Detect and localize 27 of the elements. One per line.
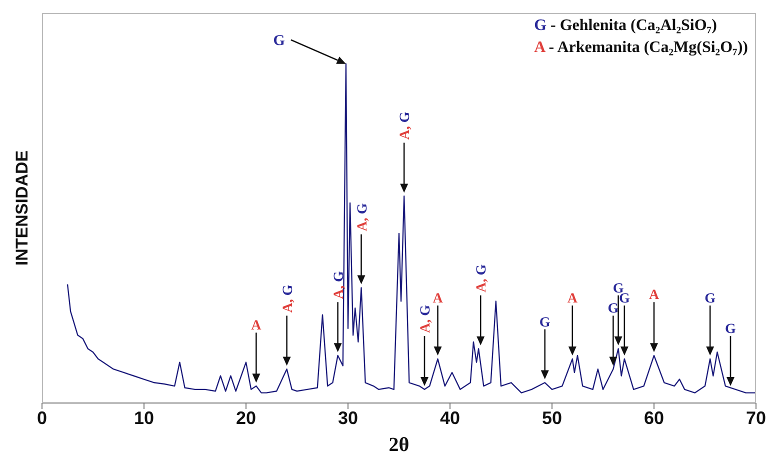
annotation: A — [432, 292, 444, 307]
annotation: G — [725, 322, 736, 338]
x-tick-label: 30 — [338, 408, 358, 428]
text: G - Gehlenita (Ca₂Al₂SiO₇) — [534, 17, 717, 34]
x-tick-label: 10 — [134, 408, 154, 428]
annotation: G — [618, 292, 630, 307]
annotation: A, G — [355, 203, 370, 232]
x-tick-label: 20 — [236, 408, 256, 428]
annotation: A, G — [280, 284, 296, 313]
x-tick-label: 70 — [746, 408, 766, 428]
annotation: A, G — [398, 112, 414, 140]
x-tick-label: 40 — [440, 408, 460, 428]
annotation: A, G — [418, 304, 434, 334]
annotation: G — [273, 32, 286, 49]
annotation: G — [539, 315, 550, 330]
annotation: A — [567, 292, 578, 307]
x-axis-title: 2θ — [388, 434, 410, 456]
annotation: G — [704, 292, 716, 307]
x-tick-label: 60 — [644, 408, 664, 428]
text: A - Arkemanita (Ca₂Mg(Si₂O₇)) — [534, 39, 748, 56]
annotation: A, G — [332, 271, 347, 300]
y-axis-title: INTENSIDADE — [13, 150, 33, 266]
annotation: A — [251, 318, 262, 334]
x-tick-label: 50 — [542, 408, 562, 428]
annotation: A — [648, 288, 660, 304]
x-tick-label: 0 — [36, 408, 48, 428]
annotation: A, G — [474, 264, 490, 292]
